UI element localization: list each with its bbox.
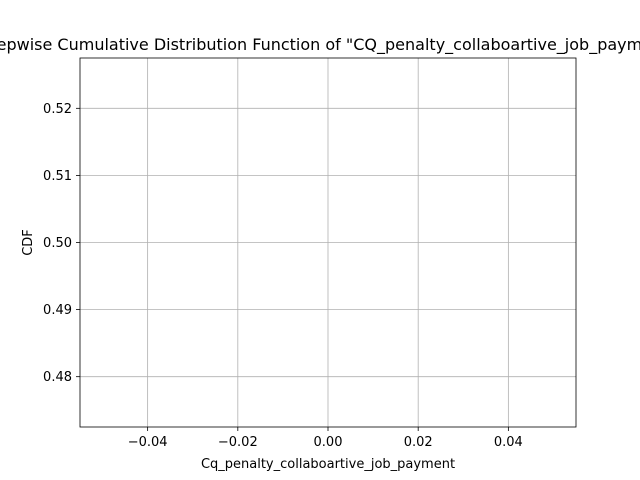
y-tick-label: 0.51 xyxy=(43,169,72,184)
y-tick-label: 0.48 xyxy=(43,370,72,385)
x-tick-label: −0.04 xyxy=(128,435,168,450)
x-tick-label: 0.04 xyxy=(494,435,523,450)
x-tick-label: −0.02 xyxy=(218,435,258,450)
grid-layer xyxy=(80,58,576,427)
x-tick-label: 0.02 xyxy=(404,435,433,450)
chart-title: Stepwise Cumulative Distribution Functio… xyxy=(0,35,640,55)
y-tick-label: 0.50 xyxy=(43,236,72,251)
y-tick-label: 0.49 xyxy=(43,303,72,318)
y-tick-label: 0.52 xyxy=(43,102,72,117)
x-axis-label: Cq_penalty_collaboartive_job_payment xyxy=(201,457,455,472)
y-axis-label: CDF xyxy=(21,229,36,256)
ticks-layer: −0.04 −0.02 0.00 0.02 0.04 0.48 0.49 0.50 0.51 0.… xyxy=(43,102,523,450)
x-tick-label: 0.00 xyxy=(314,435,343,450)
